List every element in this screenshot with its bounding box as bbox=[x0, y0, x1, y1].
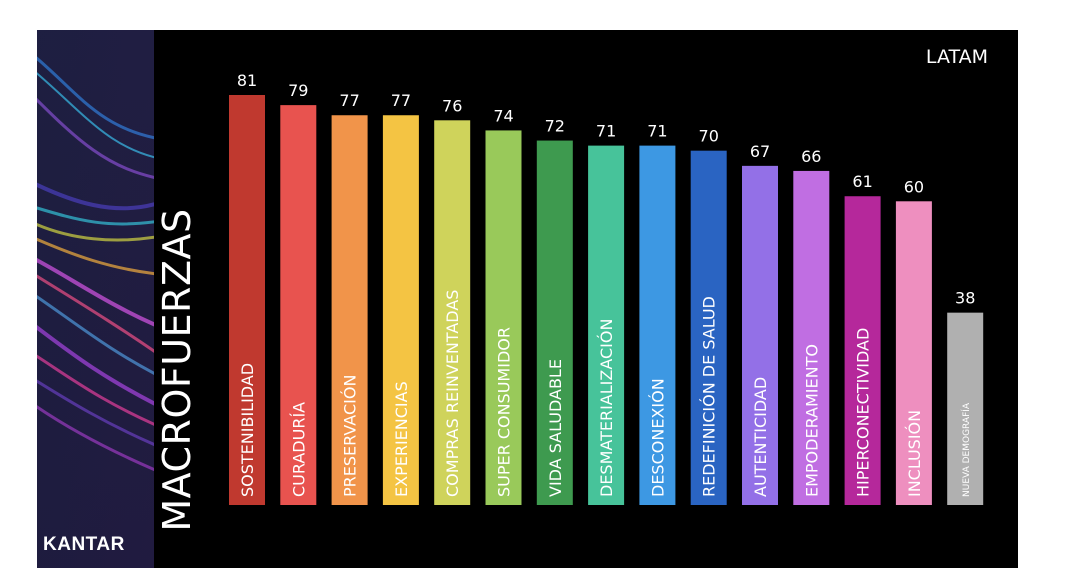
value-label-1: 81 bbox=[237, 71, 257, 90]
category-label-11: AUTENTICIDAD bbox=[751, 377, 770, 497]
category-label-12: EMPODERAMIENTO bbox=[802, 344, 821, 497]
category-label-7: VIDA SALUDABLE bbox=[546, 359, 565, 497]
bar-6 bbox=[485, 130, 522, 505]
value-label-13: 61 bbox=[852, 172, 872, 191]
bar-15 bbox=[947, 312, 984, 505]
slide: KANTAR LATAM MACROFUERZAS 81 SOSTENIBILID… bbox=[37, 30, 1018, 568]
value-label-2: 79 bbox=[288, 81, 308, 100]
bar-12 bbox=[793, 170, 830, 506]
decorative-sidebar: KANTAR bbox=[37, 30, 154, 568]
bar-11 bbox=[742, 165, 778, 505]
category-label-5: COMPRAS REINVENTADAS bbox=[443, 290, 462, 497]
bar-2 bbox=[280, 105, 317, 505]
bar-chart: 81 SOSTENIBILIDAD 79 CURADURÍA 77 PRESERVACIÓ… bbox=[229, 71, 984, 506]
value-label-11: 67 bbox=[750, 142, 770, 161]
bar-4 bbox=[382, 115, 419, 505]
category-label-13: HIPERCONECTIVIDAD bbox=[854, 328, 873, 497]
bar-10 bbox=[690, 150, 727, 505]
bar-9 bbox=[639, 145, 676, 505]
value-label-4: 77 bbox=[391, 91, 411, 110]
bar-14 bbox=[895, 201, 932, 505]
value-label-9: 71 bbox=[647, 122, 667, 141]
value-label-5: 76 bbox=[442, 96, 462, 115]
value-label-10: 70 bbox=[699, 127, 719, 146]
region-label: LATAM bbox=[925, 46, 988, 68]
value-label-15: 38 bbox=[955, 289, 975, 308]
value-label-7: 72 bbox=[545, 117, 565, 136]
category-label-4: EXPERIENCIAS bbox=[392, 381, 411, 497]
category-label-6: SUPER CONSUMIDOR bbox=[495, 327, 514, 497]
bar-5 bbox=[434, 120, 471, 505]
value-label-6: 74 bbox=[493, 106, 513, 125]
bar-1 bbox=[229, 95, 265, 505]
category-label-3: PRESERVACIÓN bbox=[341, 375, 360, 497]
value-label-3: 77 bbox=[339, 91, 359, 110]
category-label-14: INCLUSIÓN bbox=[905, 410, 924, 497]
category-label-9: DESCONEXIÓN bbox=[648, 378, 667, 497]
value-label-12: 66 bbox=[801, 147, 821, 166]
category-label-15: NUEVA DEMOGRAFÍA bbox=[960, 402, 972, 497]
kantar-logo: KANTAR bbox=[43, 534, 125, 555]
value-label-14: 60 bbox=[904, 177, 924, 196]
bar-3 bbox=[331, 115, 368, 505]
category-label-10: REDEFINICIÓN DE SALUD bbox=[700, 296, 719, 497]
abstract-waves-graphic bbox=[37, 30, 154, 568]
bar-13 bbox=[844, 196, 881, 506]
bar-8 bbox=[588, 145, 625, 505]
category-label-1: SOSTENIBILIDAD bbox=[238, 363, 257, 497]
bar-7 bbox=[536, 140, 573, 506]
category-label-8: DESMATERIALIZACIÓN bbox=[597, 319, 616, 497]
category-label-2: CURADURÍA bbox=[289, 402, 308, 497]
value-label-8: 71 bbox=[596, 122, 616, 141]
